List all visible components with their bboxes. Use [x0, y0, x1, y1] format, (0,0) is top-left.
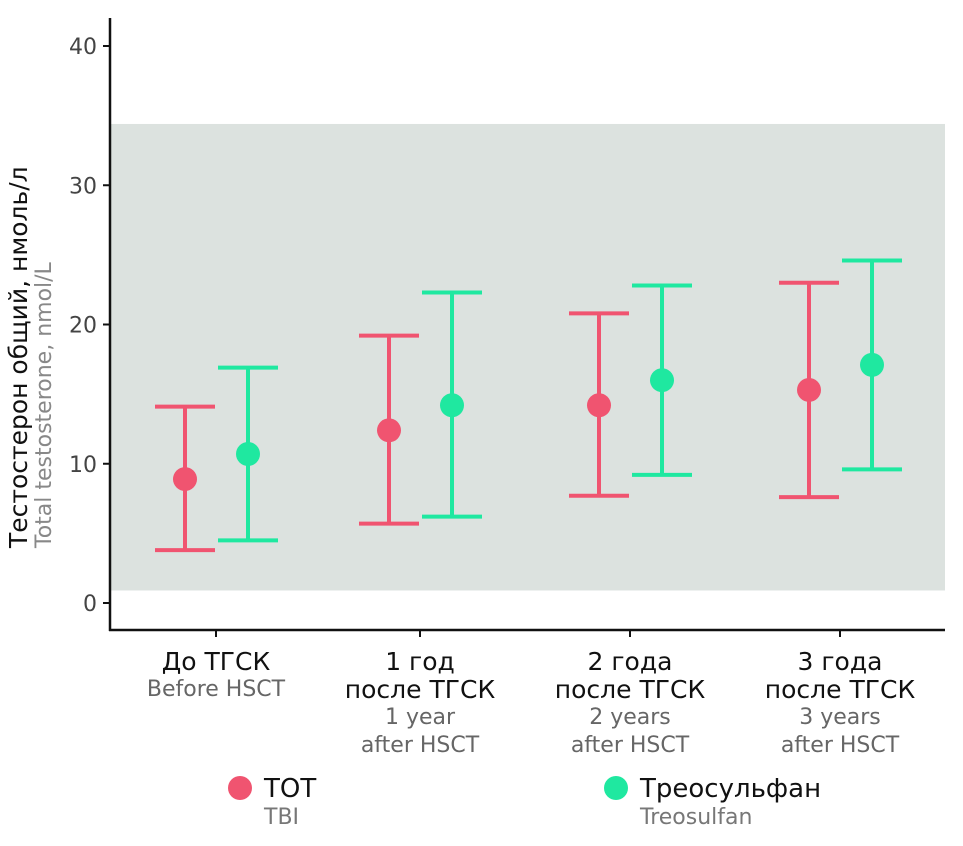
x-tick-label-en: after HSCT	[781, 733, 900, 758]
legend-label: ТОТ	[263, 774, 316, 804]
mean-point	[860, 352, 884, 377]
legend-label: Треосульфан	[639, 774, 821, 804]
y-tick-label: 0	[83, 592, 97, 617]
x-tick-label-en: 3 years	[799, 705, 881, 730]
legend-label-en: TBI	[263, 805, 299, 830]
mean-point	[650, 368, 674, 393]
mean-point	[173, 467, 197, 492]
x-tick-label: 2 года	[588, 647, 673, 676]
x-tick-label-en: 2 years	[589, 705, 671, 730]
y-axis-title: Тестостерон общий, нмоль/л Total testoste…	[4, 166, 57, 549]
x-tick-label: До ТГСК	[162, 647, 271, 676]
reference-range-band	[111, 123, 945, 591]
x-tick-label: после ТГСК	[345, 675, 496, 704]
x-tick-label: 3 года	[798, 647, 883, 676]
x-tick-label: после ТГСК	[765, 675, 916, 704]
y-tick-label: 40	[69, 35, 97, 60]
legend-label-en: Treosulfan	[639, 805, 752, 830]
y-tick-label: 20	[69, 314, 97, 339]
x-tick-label-en: Before HSCT	[147, 677, 286, 702]
y-axis-title-ru: Тестостерон общий, нмоль/л	[4, 166, 33, 549]
x-tick-label-en: 1 year	[385, 705, 456, 730]
y-axis-title-en: Total testosterone, nmol/L	[32, 261, 57, 549]
y-tick-label: 30	[69, 174, 97, 199]
mean-point	[797, 377, 821, 402]
x-tick-label: после ТГСК	[555, 675, 706, 704]
legend-marker	[228, 776, 252, 800]
legend-marker	[604, 776, 628, 800]
mean-point	[587, 393, 611, 418]
y-tick-label: 10	[69, 453, 97, 478]
mean-point	[236, 442, 260, 467]
x-tick-label-en: after HSCT	[571, 733, 690, 758]
x-tick-label: 1 год	[385, 647, 455, 676]
mean-point	[440, 393, 464, 418]
x-tick-label-en: after HSCT	[361, 733, 480, 758]
mean-point	[377, 418, 401, 443]
